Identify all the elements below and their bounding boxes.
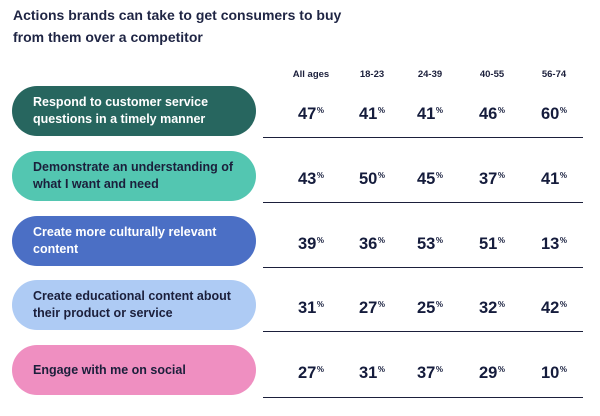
row-label-4: Engage with me on social — [33, 362, 186, 377]
value-cell-3-0: 31% — [298, 296, 324, 317]
value-cell-3-1: 27% — [359, 296, 385, 317]
value-number: 50 — [359, 170, 378, 188]
value-cell-2-0: 39% — [298, 232, 324, 253]
value-number: 25 — [417, 299, 436, 317]
percent-sign: % — [435, 300, 443, 309]
value-number: 43 — [298, 170, 317, 188]
percent-sign: % — [435, 236, 443, 245]
percent-sign: % — [316, 106, 324, 115]
row-divider-1 — [263, 202, 583, 203]
value-cell-3-4: 42% — [541, 296, 567, 317]
percent-sign: % — [497, 300, 505, 309]
value-number: 42 — [541, 299, 560, 317]
value-number: 51 — [479, 235, 498, 253]
value-cell-4-3: 29% — [479, 361, 505, 382]
row-divider-2 — [263, 267, 583, 268]
value-cell-4-2: 37% — [417, 361, 443, 382]
chart-title-line-2: from them over a competitor — [13, 29, 203, 45]
value-number: 32 — [479, 299, 498, 317]
percent-sign: % — [377, 300, 385, 309]
value-cell-2-2: 53% — [417, 232, 443, 253]
percent-sign: % — [497, 236, 505, 245]
value-number: 10 — [541, 364, 560, 382]
value-cell-3-3: 32% — [479, 296, 505, 317]
percent-sign: % — [316, 171, 324, 180]
value-cell-2-4: 13% — [541, 232, 567, 253]
percent-sign: % — [316, 236, 324, 245]
percent-sign: % — [377, 106, 385, 115]
value-number: 27 — [359, 299, 378, 317]
row-divider-0 — [263, 137, 583, 138]
value-number: 31 — [359, 364, 378, 382]
column-header-3: 40-55 — [479, 69, 505, 80]
chart-title-line-1: Actions brands can take to get consumers… — [13, 7, 342, 23]
value-cell-4-4: 10% — [541, 361, 567, 382]
value-cell-1-0: 43% — [298, 167, 324, 188]
row-label-pill-1: Demonstrate an understanding of what I w… — [12, 151, 256, 201]
value-number: 36 — [359, 235, 378, 253]
percent-sign: % — [559, 106, 567, 115]
value-cell-4-0: 27% — [298, 361, 324, 382]
percent-sign: % — [497, 106, 505, 115]
percent-sign: % — [497, 365, 505, 374]
percent-sign: % — [316, 365, 324, 374]
value-cell-3-2: 25% — [417, 296, 443, 317]
value-number: 31 — [298, 299, 317, 317]
row-label-pill-3: Create educational content about their p… — [12, 280, 256, 330]
value-cell-1-4: 41% — [541, 167, 567, 188]
value-number: 37 — [479, 170, 498, 188]
value-number: 39 — [298, 235, 317, 253]
value-number: 37 — [417, 364, 436, 382]
percent-sign: % — [497, 171, 505, 180]
row-label-pill-2: Create more culturally relevant content — [12, 216, 256, 266]
value-number: 41 — [417, 105, 436, 123]
row-label-2: Create more culturally relevant content — [33, 225, 217, 256]
column-header-4: 56-74 — [541, 69, 567, 80]
percent-sign: % — [559, 365, 567, 374]
value-cell-1-2: 45% — [417, 167, 443, 188]
percent-sign: % — [316, 300, 324, 309]
value-cell-0-3: 46% — [479, 102, 505, 123]
value-number: 47 — [298, 105, 317, 123]
row-label-pill-4: Engage with me on social — [12, 345, 256, 395]
value-cell-0-4: 60% — [541, 102, 567, 123]
percent-sign: % — [377, 365, 385, 374]
value-number: 53 — [417, 235, 436, 253]
value-cell-0-1: 41% — [359, 102, 385, 123]
row-label-1: Demonstrate an understanding of what I w… — [33, 160, 234, 191]
column-header-1: 18-23 — [359, 69, 385, 80]
column-header-2: 24-39 — [417, 69, 443, 80]
percent-sign: % — [435, 171, 443, 180]
percent-sign: % — [559, 171, 567, 180]
percent-sign: % — [377, 236, 385, 245]
percent-sign: % — [435, 106, 443, 115]
value-cell-2-1: 36% — [359, 232, 385, 253]
percent-sign: % — [435, 365, 443, 374]
column-header-0: All ages — [292, 69, 330, 80]
value-cell-0-2: 41% — [417, 102, 443, 123]
value-number: 41 — [541, 170, 560, 188]
percent-sign: % — [377, 171, 385, 180]
row-label-0: Respond to customer service questions in… — [33, 95, 209, 126]
value-cell-1-1: 50% — [359, 167, 385, 188]
value-number: 27 — [298, 364, 317, 382]
value-cell-1-3: 37% — [479, 167, 505, 188]
value-number: 45 — [417, 170, 436, 188]
row-label-3: Create educational content about their p… — [33, 289, 231, 320]
row-divider-4 — [263, 397, 583, 398]
value-number: 13 — [541, 235, 560, 253]
value-number: 46 — [479, 105, 498, 123]
value-number: 41 — [359, 105, 378, 123]
percent-sign: % — [559, 300, 567, 309]
row-label-pill-0: Respond to customer service questions in… — [12, 86, 256, 136]
value-cell-2-3: 51% — [479, 232, 505, 253]
percent-sign: % — [559, 236, 567, 245]
value-cell-4-1: 31% — [359, 361, 385, 382]
value-cell-0-0: 47% — [298, 102, 324, 123]
row-divider-3 — [263, 331, 583, 332]
chart-title: Actions brands can take to get consumers… — [13, 4, 413, 48]
value-number: 60 — [541, 105, 560, 123]
value-number: 29 — [479, 364, 498, 382]
